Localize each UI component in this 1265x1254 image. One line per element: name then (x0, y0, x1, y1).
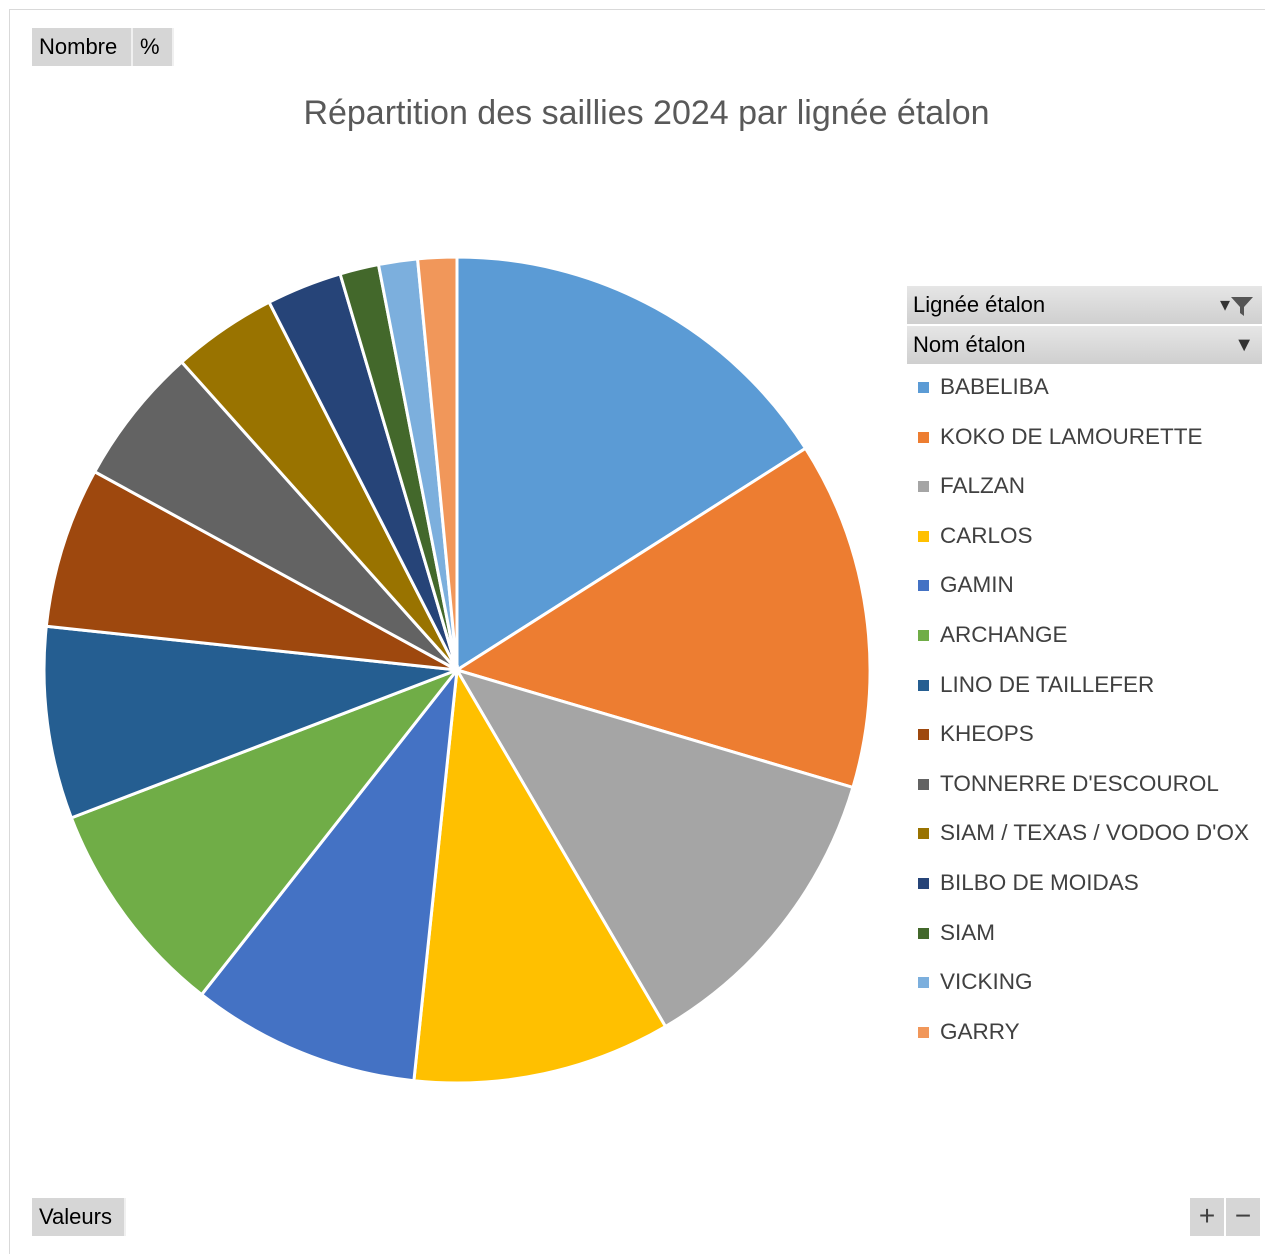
legend-label: SIAM (940, 919, 996, 945)
legend-swatch (918, 778, 929, 790)
legend-swatch (918, 977, 929, 989)
legend-label: LINO DE TAILLEFER (940, 671, 1155, 697)
legend-label: ARCHANGE (940, 622, 1068, 647)
legend-label: GAMIN (940, 572, 1014, 598)
pie-slice-gamin[interactable] (199, 664, 460, 1083)
legend-swatch (918, 729, 929, 741)
legend-swatch (918, 530, 929, 542)
collapse-button[interactable]: − (1226, 1198, 1260, 1236)
pie-slice-carlos[interactable] (412, 665, 668, 1085)
legend-label: SIAM / TEXAS / VODOO D'OX (940, 820, 1249, 846)
legend-swatch (918, 878, 929, 889)
legend-label: GARRY (940, 1018, 1020, 1044)
legend-label: BABELIBA (940, 374, 1049, 399)
pie-slice-garry[interactable] (415, 255, 459, 671)
legend-swatch (918, 431, 929, 443)
legend-label: CARLOS (940, 522, 1033, 548)
legend-swatch (918, 828, 929, 840)
nom-etalon-label: Nom étalon (913, 332, 1026, 357)
legend-label: VICKING (940, 969, 1033, 995)
pie-slice-lino-de-taillefer[interactable] (42, 624, 458, 820)
legend-swatch (918, 481, 929, 493)
chart-title: Répartition des saillies 2024 par lignée… (303, 94, 990, 132)
legend-label: KHEOPS (940, 721, 1034, 747)
pie-slice-babeliba[interactable] (455, 255, 808, 673)
legend-swatch (918, 1026, 929, 1038)
nombre-field-button[interactable]: Nombre (32, 28, 133, 66)
pie-slice-tonnerre-d-escourol[interactable] (92, 359, 459, 672)
valeurs-field-button[interactable]: Valeurs (32, 1198, 126, 1236)
pie-slice-koko-de-lamourette[interactable] (453, 446, 872, 790)
dropdown-arrow-icon[interactable]: ▼ (1234, 334, 1254, 356)
lignee-etalon-filter[interactable]: Lignée étalon ▾ (907, 286, 1262, 324)
pie-slice-kheops[interactable] (44, 469, 458, 672)
legend-label: TONNERRE D'ESCOUROL (940, 770, 1219, 796)
legend-swatch (918, 580, 929, 592)
legend-label: FALZAN (940, 473, 1026, 499)
legend-swatch (918, 679, 929, 691)
legend-label: BILBO DE MOIDAS (940, 870, 1139, 895)
legend-label: KOKO DE LAMOURETTE (940, 423, 1203, 449)
legend-swatch (918, 382, 929, 393)
legend-swatch (918, 630, 929, 641)
nom-etalon-dropdown[interactable]: Nom étalon ▼ (907, 326, 1262, 364)
lignee-etalon-label: Lignée étalon (913, 292, 1046, 317)
pie-slice-falzan[interactable] (453, 667, 855, 1029)
filter-icon[interactable]: ▾ (1220, 286, 1254, 324)
legend-swatch (918, 927, 929, 939)
percent-field-button[interactable]: % (133, 28, 174, 66)
pie-slice-archange[interactable] (69, 666, 462, 997)
expand-button[interactable]: + (1190, 1198, 1224, 1236)
